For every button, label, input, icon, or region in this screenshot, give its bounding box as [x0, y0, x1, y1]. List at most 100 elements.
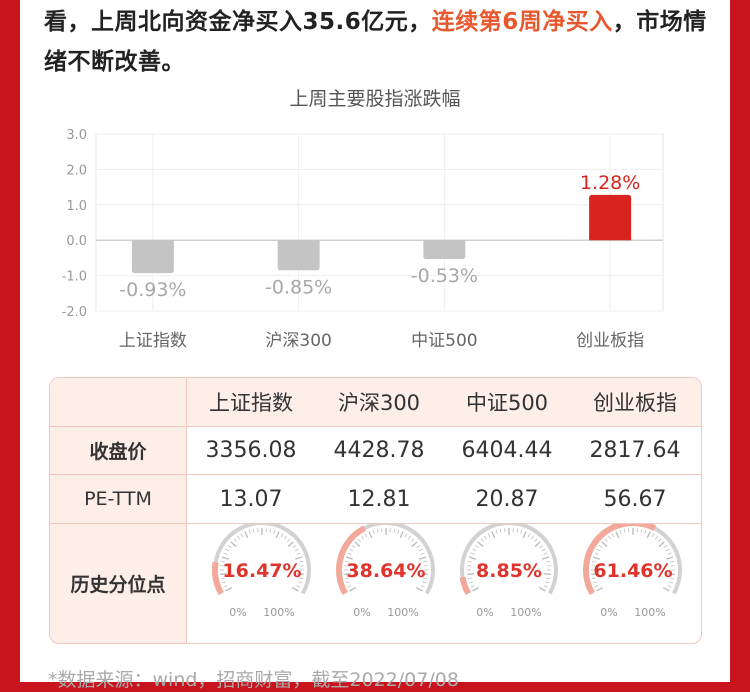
bar-value-label: -0.85%	[265, 276, 332, 298]
y-tick-label: -2.0	[62, 305, 87, 320]
column-divider	[186, 378, 187, 643]
gauge-cyb: 61.46%0%100%	[573, 524, 693, 642]
gauge-value: 8.85%	[476, 560, 542, 582]
bar-value-label: -0.53%	[411, 265, 478, 287]
gauge-tick	[224, 585, 228, 587]
y-tick-label: 0.0	[66, 234, 87, 249]
gauge-tick	[297, 585, 301, 587]
gauge-tick	[293, 545, 296, 547]
gauge-min-label: 0%	[476, 606, 493, 619]
gauge-tick	[668, 553, 672, 555]
bar	[589, 195, 631, 240]
gauge-tick	[517, 529, 518, 533]
intro-highlight: 连续第6周净买入	[432, 9, 613, 35]
gauge-sh: 16.47%0%100%	[202, 524, 322, 642]
gauge-tick	[419, 549, 422, 551]
table-header-cyb: 创业板指	[571, 378, 699, 426]
gauge-value: 38.64%	[346, 560, 425, 582]
data-source-footnote: *数据来源：wind，招商财富，截至2022/07/08	[48, 665, 459, 692]
gauge-tick	[597, 549, 600, 551]
close-hs300: 4428.78	[315, 427, 443, 474]
gauge-tick	[288, 542, 293, 547]
gauge-tick	[658, 539, 661, 542]
gauge-tick	[295, 557, 302, 559]
gauge-tick	[226, 588, 232, 592]
gauge-tick	[521, 530, 522, 534]
bar-value-label: -0.93%	[119, 279, 186, 301]
gauge-hs300: 38.64%0%100%	[326, 524, 446, 642]
gauge-tick	[228, 545, 231, 547]
pe-sh: 13.07	[187, 475, 315, 523]
gauge-tick	[599, 545, 602, 547]
gauge-tick	[645, 530, 646, 534]
gauge-tick	[595, 553, 599, 555]
gauge-tick	[469, 582, 473, 583]
gauge-tick	[234, 539, 237, 542]
gauge-tick	[602, 542, 607, 547]
gauge-tick	[346, 557, 353, 559]
row-divider	[50, 426, 701, 427]
gauge-value: 16.47%	[222, 560, 301, 582]
table-header-sh: 上证指数	[187, 378, 315, 426]
gauge-tick	[284, 536, 286, 539]
pe-zz500: 20.87	[443, 475, 571, 523]
gauge-tick	[297, 553, 301, 555]
table-header-hs300: 沪深300	[315, 378, 443, 426]
gauge-tick	[377, 529, 378, 533]
pe-hs300: 12.81	[315, 475, 443, 523]
gauge-max-label: 100%	[263, 606, 294, 619]
gauge-tick	[226, 549, 229, 551]
intro-paragraph: 看，上周北向资金净买入35.6亿元，连续第6周净买入，市场情绪不断改善。	[44, 2, 724, 82]
gauge-tick	[361, 536, 363, 539]
gauge-tick	[546, 561, 550, 562]
intro-text-1: 看，上周北向资金净买入35.6亿元，	[44, 9, 432, 35]
gauge-tick	[544, 553, 548, 555]
gauge-tick	[528, 534, 530, 537]
gauge-tick	[295, 549, 298, 551]
gauge-tick	[471, 553, 475, 555]
gauge-tick	[373, 530, 374, 534]
gauge-tick	[534, 539, 537, 542]
pe-cyb: 56.67	[571, 475, 699, 523]
gauge-tick	[352, 545, 355, 547]
gauge-tick	[484, 536, 486, 539]
row-label-pe: PE-TTM	[50, 475, 186, 523]
gauge-tick	[492, 532, 495, 538]
gauge-tick	[411, 539, 414, 542]
gauge-tick	[475, 545, 478, 547]
gauge-fill	[215, 562, 221, 593]
gauge-tick	[473, 588, 479, 592]
gauge-tick	[281, 534, 283, 537]
gauge-tick	[597, 588, 603, 592]
gauge-max-label: 100%	[510, 606, 541, 619]
gauge-tick	[488, 534, 490, 537]
gauge-tick	[350, 588, 356, 592]
y-tick-label: 3.0	[66, 128, 87, 143]
gauge-tick	[237, 536, 239, 539]
gauge-tick	[655, 536, 657, 539]
x-tick-label: 上证指数	[119, 331, 187, 351]
gauge-tick	[241, 534, 243, 537]
gauge-tick	[249, 530, 250, 534]
gauge-tick	[369, 532, 372, 538]
row-label-close: 收盘价	[50, 427, 186, 474]
gauge-tick	[224, 553, 228, 555]
gauge-tick	[398, 530, 399, 534]
gauge-tick	[467, 574, 474, 575]
gauge-tick	[535, 542, 540, 547]
gauge-value: 61.46%	[593, 560, 672, 582]
gauge-tick	[666, 549, 669, 551]
gauge-tick	[350, 549, 353, 551]
close-sh: 3356.08	[187, 427, 315, 474]
bar	[278, 240, 320, 270]
close-cyb: 2817.64	[571, 427, 699, 474]
gauge-zz500: 8.85% 0% 100%	[449, 524, 569, 642]
gauge-tick	[419, 557, 426, 559]
gauge-tick	[540, 545, 543, 547]
gauge-tick	[663, 588, 669, 592]
y-tick-label: 2.0	[66, 163, 87, 178]
gauge-tick	[231, 542, 236, 547]
gauge-tick	[523, 532, 526, 538]
gauge-tick	[641, 529, 642, 533]
gauge-tick	[253, 529, 254, 533]
